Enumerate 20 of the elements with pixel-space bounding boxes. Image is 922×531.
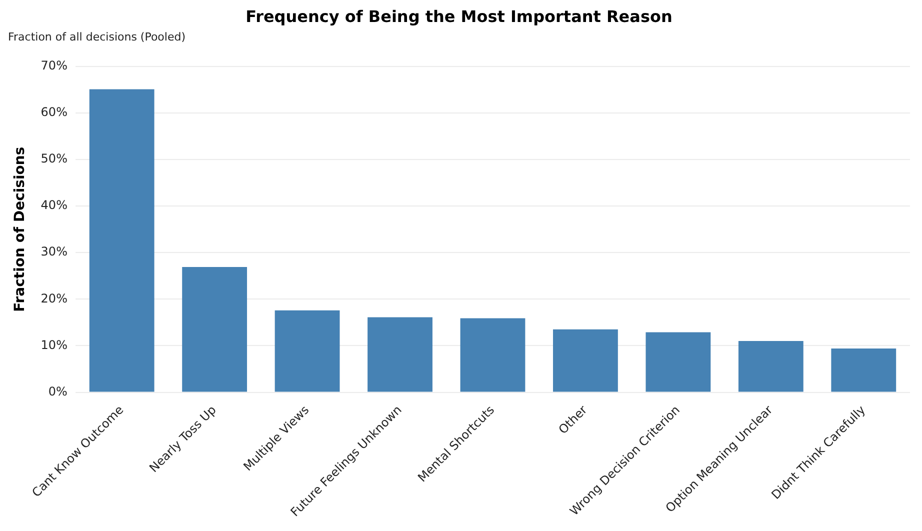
bar [553, 329, 618, 392]
y-tick-label: 10% [40, 338, 68, 352]
y-axis-title: Fraction of Decisions [12, 146, 28, 312]
bar [646, 332, 711, 392]
bar [274, 310, 340, 392]
y-tick-label: 20% [40, 291, 68, 306]
bar [368, 317, 432, 392]
y-tick-label: 30% [40, 244, 68, 259]
y-tick-label: 0% [48, 384, 68, 398]
bar [89, 89, 154, 392]
y-tick-label: 70% [40, 58, 68, 73]
chart-subtitle: Fraction of all decisions (Pooled) [8, 30, 186, 44]
bar [831, 348, 896, 392]
chart-title: Frequency of Being the Most Important Reason [246, 6, 672, 26]
y-tick-label: 60% [40, 105, 68, 120]
y-tick-label: 50% [40, 152, 68, 166]
y-tick-label: 40% [40, 198, 68, 212]
bar [460, 318, 526, 392]
bar [738, 341, 804, 392]
bar [182, 267, 248, 392]
